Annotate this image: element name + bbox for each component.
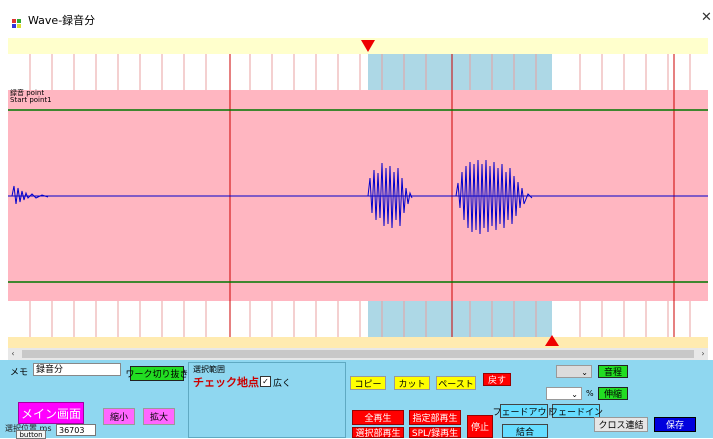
cut-button[interactable]: カット [394,376,430,390]
control-panel: メモ 録音分 ワーク切り抜き 選択範囲 チェック地点 ✓ 広く メイン画面 縮小… [0,360,713,439]
fadeout-button[interactable]: フェードアウト [493,404,556,418]
stop-button[interactable]: 停止 [467,415,493,438]
position-value[interactable]: 36703 [56,424,96,436]
fadein-button[interactable]: フェードイン [549,404,603,418]
title-bar: Wave-録音分 ✕ [0,0,713,30]
selection-range-label: 選択範囲 [193,365,225,374]
stretch-button[interactable]: 伸縮 [598,387,628,400]
play-selection-button[interactable]: 選択部再生 [352,427,404,439]
shrink-button[interactable]: 縮小 [103,408,135,425]
expand-button[interactable]: 拡大 [143,408,175,425]
play-range-button[interactable]: 指定部再生 [409,410,461,425]
stretch-select[interactable]: ⌄ [546,387,582,400]
join-button[interactable]: 結合 [502,424,548,438]
copy-button[interactable]: コピー [350,376,386,390]
undo-button[interactable]: 戻す [483,373,511,386]
app-icon [12,14,22,28]
horizontal-scrollbar[interactable]: ‹ › [8,348,708,360]
scrollbar-thumb[interactable] [22,350,694,358]
close-icon[interactable]: ✕ [701,10,712,25]
selection-position-label: 選択位置 ms [5,424,52,433]
percent-label: % [586,389,594,398]
scroll-right-icon[interactable]: › [701,349,705,358]
window-title: Wave-録音分 [28,14,96,27]
work-cut-button[interactable]: ワーク切り抜き [126,366,189,381]
start-point-label: Start point1 [10,96,52,104]
save-button[interactable]: 保存 [654,417,696,432]
crossfade-button[interactable]: クロス連結 [594,417,648,432]
play-all-button[interactable]: 全再生 [352,410,404,425]
memo-label: メモ [10,368,29,378]
paste-button[interactable]: ペースト [436,376,476,390]
scroll-left-icon[interactable]: ‹ [11,349,15,358]
memo-input[interactable]: 録音分 [33,363,121,376]
waveform-canvas[interactable]: 録音 point Start point1 [8,38,708,348]
pitch-button[interactable]: 音程 [598,365,628,378]
spl-record-play-button[interactable]: SPL/録再生 [409,427,461,439]
main-screen-button[interactable]: メイン画面 [18,402,84,424]
wide-checkbox[interactable]: ✓ [260,376,271,387]
record-point-label: 録音 point [10,89,45,97]
check-point-label: チェック地点 [193,376,259,389]
pitch-select[interactable]: ⌄ [556,365,592,378]
wide-check-label: 広く [273,379,292,389]
